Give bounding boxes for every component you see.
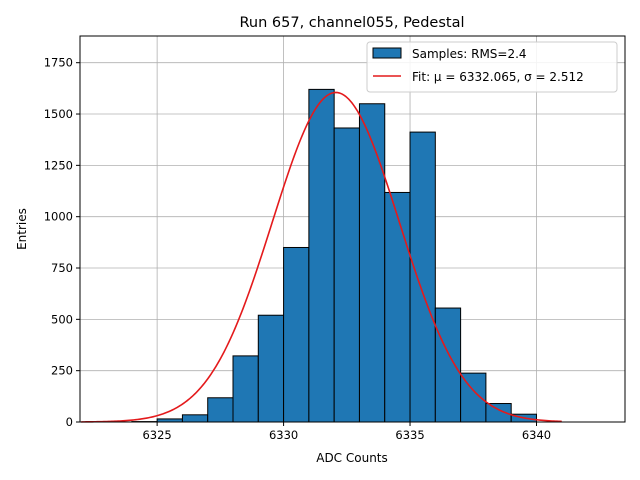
histogram-bar: [257, 314, 285, 423]
fit-curve: [81, 91, 562, 423]
x-tick-label: 6325: [142, 428, 171, 442]
x-tick-label: 6340: [522, 428, 551, 442]
x-axis-label: ADC Counts: [316, 451, 388, 465]
axes-frame: [79, 35, 626, 423]
y-tick-label: 1750: [44, 56, 73, 70]
legend: Samples: RMS=2.4 Fit: μ = 6332.065, σ = …: [366, 41, 618, 93]
histogram-bar: [333, 127, 360, 423]
legend-swatch-samples: [372, 47, 402, 59]
histogram-bar: [308, 88, 335, 423]
chart-title: Run 657, channel055, Pedestal: [239, 15, 464, 31]
y-tick-label: 750: [51, 261, 73, 275]
y-tick-label: 1250: [44, 158, 73, 172]
y-tick-label: 1500: [44, 107, 73, 121]
legend-label-fit: Fit: μ = 6332.065, σ = 2.512: [412, 70, 584, 84]
x-tick-label: 6335: [395, 428, 424, 442]
legend-label-samples: Samples: RMS=2.4: [412, 47, 527, 61]
y-axis-ticks: 0 250 500 750 1000 1250 1500 1750: [44, 56, 80, 429]
histogram-bars: [131, 88, 537, 423]
y-tick-label: 1000: [44, 210, 73, 224]
y-axis-label: Entries: [15, 208, 29, 250]
histogram-bar: [207, 397, 234, 423]
histogram-bar: [409, 131, 436, 423]
histogram-bar: [358, 103, 386, 423]
y-tick-label: 500: [51, 312, 73, 326]
x-tick-label: 6330: [269, 428, 298, 442]
histogram-bar: [232, 355, 259, 423]
histogram-bar: [283, 246, 310, 423]
x-axis-ticks: 6325 6330 6335 6340: [142, 422, 551, 442]
legend-box: [366, 41, 618, 93]
histogram-bar: [181, 414, 209, 423]
histogram-bar: [434, 307, 462, 423]
histogram-bar: [384, 191, 411, 423]
y-tick-label: 250: [51, 364, 73, 378]
y-tick-label: 0: [66, 415, 73, 429]
